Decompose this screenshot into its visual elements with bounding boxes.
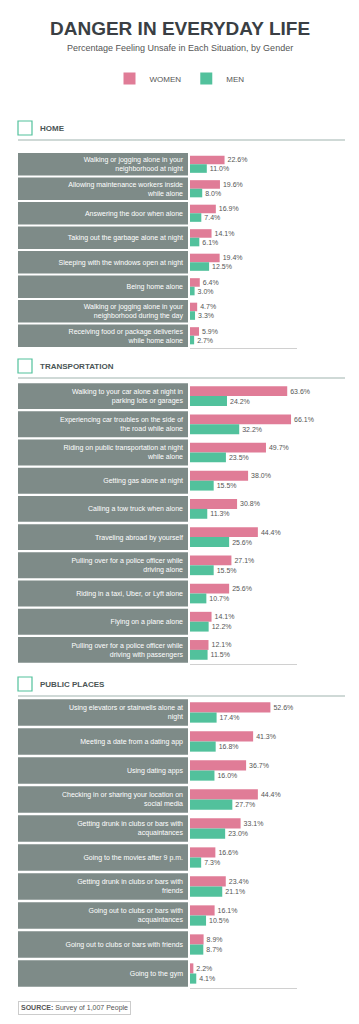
svg-text:15.5%: 15.5% <box>217 482 237 489</box>
svg-text:Riding on public transportatio: Riding on public transportation at night… <box>64 444 184 460</box>
svg-text:11.0%: 11.0% <box>210 165 229 172</box>
svg-text:25.6%: 25.6% <box>232 585 252 592</box>
svg-text:Sleeping with the windows open: Sleeping with the windows open at night <box>58 259 183 267</box>
svg-text:63.6%: 63.6% <box>290 388 310 395</box>
svg-text:Taking out the garbage alone a: Taking out the garbage alone at night <box>68 234 183 242</box>
svg-text:14.1%: 14.1% <box>215 613 235 620</box>
svg-text:3.0%: 3.0% <box>198 288 214 295</box>
svg-text:Using elevators or stairwells: Using elevators or stairwells alone atni… <box>69 704 183 721</box>
svg-text:PUBLIC PLACES: PUBLIC PLACES <box>40 680 105 689</box>
svg-text:HOME: HOME <box>40 124 65 133</box>
svg-text:10.7%: 10.7% <box>209 595 229 602</box>
svg-text:Receiving food or package deli: Receiving food or package deliverieswhil… <box>69 328 184 344</box>
svg-text:Walking or jogging alone in yo: Walking or jogging alone in yourneighbor… <box>84 156 184 173</box>
svg-text:MEN: MEN <box>226 75 244 84</box>
svg-text:32.2%: 32.2% <box>242 426 262 433</box>
svg-text:5.9%: 5.9% <box>202 328 218 335</box>
svg-text:Getting drunk in clubs or bars: Getting drunk in clubs or bars withacqua… <box>77 820 183 837</box>
svg-text:66.1%: 66.1% <box>294 416 314 423</box>
svg-text:6.1%: 6.1% <box>202 239 218 246</box>
svg-text:23.4%: 23.4% <box>229 878 249 885</box>
svg-text:7.4%: 7.4% <box>204 214 220 221</box>
svg-text:Going out to clubs or bars wit: Going out to clubs or bars with friends <box>65 941 183 949</box>
svg-text:49.7%: 49.7% <box>269 444 289 451</box>
svg-text:Meeting a date from a dating a: Meeting a date from a dating app <box>80 738 183 746</box>
svg-text:23.5%: 23.5% <box>229 454 249 461</box>
svg-text:Going to the movies after 9 p.: Going to the movies after 9 p.m. <box>83 854 183 862</box>
svg-text:19.6%: 19.6% <box>223 181 243 188</box>
svg-text:23.0%: 23.0% <box>228 830 248 837</box>
svg-text:15.5%: 15.5% <box>217 567 237 574</box>
svg-text:8.0%: 8.0% <box>205 190 221 197</box>
svg-text:7.3%: 7.3% <box>204 859 220 866</box>
svg-text:Percentage Feeling Unsafe in E: Percentage Feeling Unsafe in Each Situat… <box>67 43 293 53</box>
svg-text:Using dating apps: Using dating apps <box>127 767 184 775</box>
svg-text:16.1%: 16.1% <box>218 907 238 914</box>
svg-text:36.7%: 36.7% <box>249 762 269 769</box>
svg-text:Going to the gym: Going to the gym <box>130 970 183 978</box>
svg-text:3.3%: 3.3% <box>198 312 214 319</box>
svg-text:44.4%: 44.4% <box>261 791 281 798</box>
svg-text:14.1%: 14.1% <box>215 230 235 237</box>
svg-text:WOMEN: WOMEN <box>150 75 182 84</box>
svg-text:44.4%: 44.4% <box>261 529 281 536</box>
svg-text:DANGER IN EVERYDAY LIFE: DANGER IN EVERYDAY LIFE <box>50 18 310 39</box>
svg-text:12.5%: 12.5% <box>212 263 232 270</box>
svg-text:33.1%: 33.1% <box>244 820 264 827</box>
svg-text:Answering the door when alone: Answering the door when alone <box>85 210 183 218</box>
svg-text:2.7%: 2.7% <box>197 337 213 344</box>
svg-text:4.7%: 4.7% <box>200 303 216 310</box>
svg-text:27.7%: 27.7% <box>235 801 255 808</box>
svg-text:38.0%: 38.0% <box>251 472 271 479</box>
svg-text:Pulling over for a police offi: Pulling over for a police officer whiled… <box>71 557 183 574</box>
svg-text:6.4%: 6.4% <box>203 279 219 286</box>
svg-text:2.2%: 2.2% <box>196 965 212 972</box>
svg-text:8.9%: 8.9% <box>207 936 223 943</box>
svg-text:24.2%: 24.2% <box>230 398 250 405</box>
svg-text:16.0%: 16.0% <box>217 772 237 779</box>
svg-text:22.6%: 22.6% <box>228 156 248 163</box>
svg-text:16.9%: 16.9% <box>219 205 239 212</box>
svg-text:Flying on a plane alone: Flying on a plane alone <box>111 618 183 626</box>
svg-text:16.8%: 16.8% <box>219 743 239 750</box>
svg-text:Checking in or sharing your lo: Checking in or sharing your location ons… <box>62 791 183 807</box>
svg-text:52.6%: 52.6% <box>273 704 293 711</box>
svg-text:Calling a tow truck when alone: Calling a tow truck when alone <box>88 505 183 513</box>
svg-text:SOURCE: Survey of 1,007 People: SOURCE: Survey of 1,007 People <box>21 1004 128 1012</box>
svg-text:4.1%: 4.1% <box>199 975 215 982</box>
svg-text:16.6%: 16.6% <box>218 849 238 856</box>
svg-text:Walking to your car alone at n: Walking to your car alone at night inpar… <box>72 388 184 405</box>
svg-text:19.4%: 19.4% <box>223 254 243 261</box>
svg-text:17.4%: 17.4% <box>220 714 240 721</box>
svg-text:25.6%: 25.6% <box>232 539 252 546</box>
svg-text:Traveling abroad by yourself: Traveling abroad by yourself <box>95 534 183 542</box>
svg-text:Allowing maintenance workers i: Allowing maintenance workers insidewhile… <box>68 181 183 197</box>
svg-text:Going out to clubs or bars wit: Going out to clubs or bars withacquainta… <box>88 907 183 924</box>
svg-text:41.3%: 41.3% <box>256 733 276 740</box>
svg-text:11.5%: 11.5% <box>211 651 230 658</box>
svg-text:12.1%: 12.1% <box>212 641 232 648</box>
svg-text:Walking or jogging alone in yo: Walking or jogging alone in yourneighbor… <box>84 303 184 320</box>
svg-text:Riding in a taxi, Uber, or Lyf: Riding in a taxi, Uber, or Lyft alone <box>76 590 183 598</box>
svg-text:30.8%: 30.8% <box>240 500 260 507</box>
svg-text:Pulling over for a police offi: Pulling over for a police officer whiled… <box>71 642 183 659</box>
svg-text:TRANSPORTATION: TRANSPORTATION <box>40 362 114 371</box>
svg-text:21.1%: 21.1% <box>225 888 245 895</box>
svg-text:Getting gas alone at night: Getting gas alone at night <box>103 477 183 485</box>
svg-text:Experiencing car troubles on t: Experiencing car troubles on the side of… <box>60 416 183 432</box>
svg-text:27.1%: 27.1% <box>234 557 254 564</box>
svg-text:12.2%: 12.2% <box>212 623 232 630</box>
svg-text:10.5%: 10.5% <box>209 917 229 924</box>
svg-text:Being home alone: Being home alone <box>127 283 184 291</box>
svg-text:11.3%: 11.3% <box>210 510 229 517</box>
svg-text:8.7%: 8.7% <box>206 946 222 953</box>
svg-text:Getting drunk in clubs or bars: Getting drunk in clubs or bars withfrien… <box>77 878 183 894</box>
